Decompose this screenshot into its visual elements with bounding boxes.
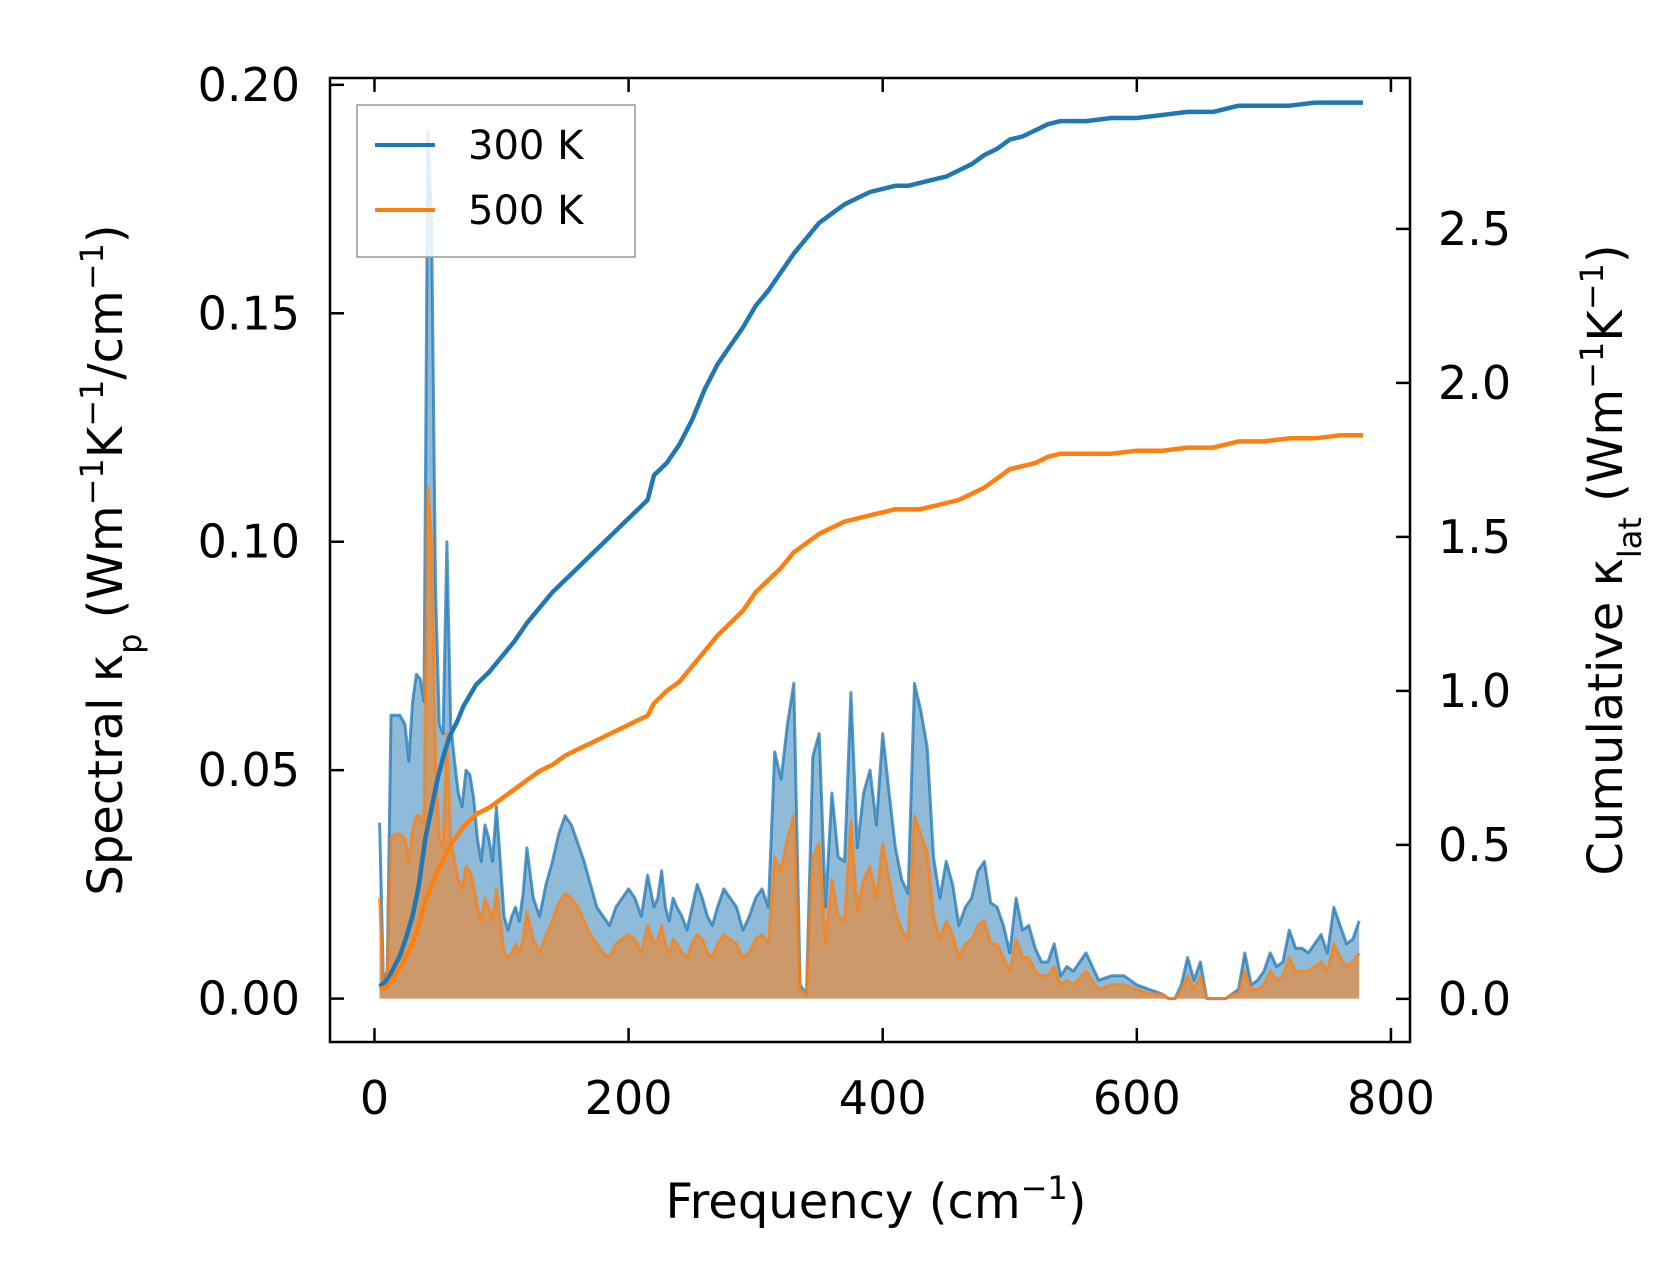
legend: 300 K 500 K [356, 104, 636, 258]
x-tick-label: 0 [360, 1071, 389, 1125]
y-left-tick-label: 0.15 [198, 286, 300, 340]
cumulative-line-500k [378, 433, 1363, 992]
x-tick-label: 400 [839, 1071, 927, 1125]
cumulative-line-300k [378, 100, 1363, 989]
y-right-tick-label: 1.0 [1438, 664, 1511, 718]
plot-area [378, 100, 1363, 1001]
y-right-axis-title: Cumulative κlat (Wm−1K−1) [1573, 244, 1649, 875]
y-left-tick-label: 0.10 [198, 515, 300, 569]
x-tick-label: 600 [1093, 1071, 1181, 1125]
y-right-tick-label: 2.0 [1438, 356, 1511, 410]
x-tick-label: 200 [585, 1071, 673, 1125]
plot-frame [328, 76, 1412, 1044]
y-right-tick-label: 2.5 [1438, 202, 1511, 256]
y-left-tick-label: 0.00 [198, 972, 300, 1026]
legend-frame [356, 104, 636, 258]
y-right-tick-label: 0.5 [1438, 818, 1511, 872]
y-left-axis-title: Spectral κp (Wm−1K−1/cm−1) [73, 224, 149, 895]
y-left-tick-label: 0.20 [198, 58, 300, 112]
x-axis-title: Frequency (cm−1) [665, 1169, 1086, 1230]
spectral-area-500k [379, 486, 1360, 999]
spectral-line-300k [378, 129, 1361, 1001]
spectral-line-500k [378, 485, 1361, 1001]
y-right-tick-label: 0.0 [1438, 972, 1511, 1026]
y-left-tick-label: 0.05 [198, 743, 300, 797]
legend-label-500k: 500 K [468, 188, 585, 234]
y-right-tick-label: 1.5 [1438, 510, 1511, 564]
legend-label-300k: 300 K [468, 123, 585, 169]
axes: 0 200 400 600 800 0.00 0.05 0.10 0.15 0.20 0.0 0.5 1… [198, 58, 1512, 1125]
x-tick-label: 800 [1347, 1071, 1435, 1125]
